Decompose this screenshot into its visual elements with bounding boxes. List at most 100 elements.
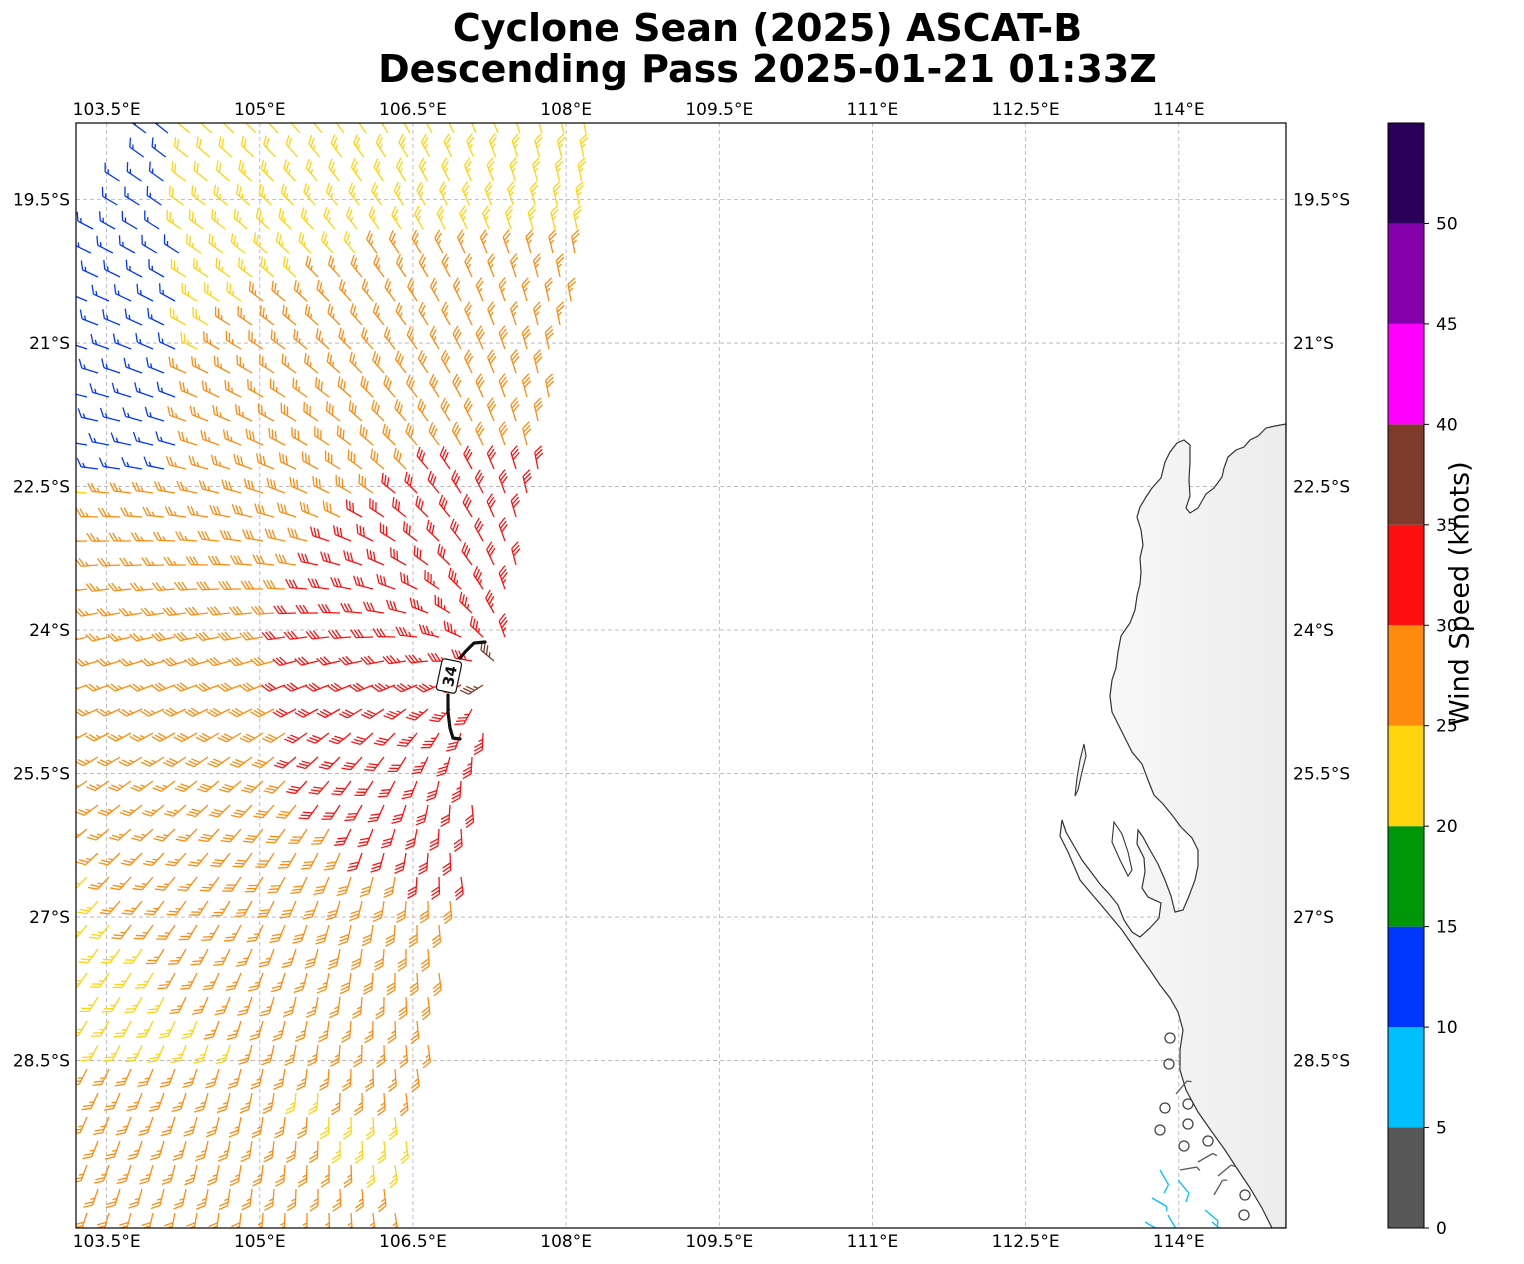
wind-barb [85, 732, 110, 742]
wind-barb [439, 181, 448, 206]
wind-barb [534, 133, 543, 158]
wind-barb [387, 1020, 397, 1044]
map-frame [75, 122, 1287, 1229]
wind-barb [216, 1092, 231, 1114]
land-western-australia [1059, 423, 1286, 1228]
wind-barb [432, 972, 442, 997]
wind-barb [351, 732, 374, 745]
wind-barb [87, 876, 110, 890]
wind-barb [327, 948, 341, 970]
wind-barb [169, 307, 187, 326]
wind-barb [404, 654, 429, 664]
wind-barb [350, 303, 363, 326]
wind-barb [402, 521, 418, 542]
wind-barb [407, 277, 418, 302]
wind-barb [291, 427, 308, 446]
wind-barb [321, 804, 341, 820]
wind-barb [480, 640, 495, 662]
wind-barb [486, 541, 496, 566]
wind-barb [293, 280, 308, 302]
wind-barb [295, 1020, 308, 1042]
wind-barb [99, 211, 116, 230]
wind-barb [190, 948, 209, 966]
wind-barb [297, 1116, 308, 1139]
wind-barb [376, 573, 396, 590]
wind-barb [118, 607, 143, 617]
wind-barb [334, 828, 352, 846]
wind-barb [475, 373, 485, 398]
wind-barb [320, 1164, 330, 1188]
wind-barb [484, 181, 493, 206]
wind-barb [387, 1068, 397, 1093]
wind-barb [132, 431, 154, 446]
wind-barb [355, 123, 367, 134]
colorbar-tick-label: 0 [1436, 1219, 1447, 1239]
wind-barb [96, 658, 121, 667]
wind-barb [375, 133, 387, 158]
wind-barb [330, 1044, 341, 1067]
wind-barb [408, 924, 418, 948]
wind-barb [328, 158, 340, 182]
wind-barb [373, 254, 385, 278]
wind-barb [179, 972, 198, 990]
colorbar-bin [1388, 625, 1424, 726]
wind-barb [361, 327, 374, 350]
wind-barb [260, 159, 274, 182]
lon-tick-label-top: 111°E [847, 100, 899, 120]
wind-barb [127, 1140, 143, 1161]
wind-barb [378, 123, 389, 134]
wind-barb [177, 430, 198, 446]
wind-barb [487, 349, 497, 374]
wind-barb [302, 900, 319, 920]
wind-barb [285, 578, 308, 590]
wind-barb [76, 557, 99, 567]
wind-barb [189, 405, 209, 422]
wind-barb [102, 309, 121, 326]
wind-barb [400, 123, 411, 134]
wind-barb [347, 449, 363, 470]
wind-barb [208, 233, 224, 254]
wind-barb [392, 496, 407, 518]
wind-barb [395, 254, 407, 278]
colorbar-bin [1388, 123, 1424, 224]
wind-barb [327, 629, 352, 639]
wind-barb [195, 1188, 209, 1210]
wind-barb [316, 708, 341, 719]
wind-barb [352, 996, 363, 1019]
wind-barb [208, 1212, 220, 1228]
wind-barb [341, 756, 363, 771]
wind-barb [310, 123, 323, 134]
wind-barb [214, 306, 231, 326]
wind-barb [418, 157, 428, 182]
wind-barb [257, 403, 275, 422]
wind-barb [109, 828, 132, 841]
wind-barb [297, 552, 319, 566]
wind-barb [404, 828, 418, 850]
wind-barb [146, 996, 165, 1014]
wind-barb [173, 732, 198, 743]
wind-barb [307, 1044, 319, 1067]
wind-barb [76, 804, 99, 816]
wind-barb [475, 421, 485, 446]
wind-barb [451, 780, 462, 804]
wind-barb [510, 445, 520, 470]
wind-barb [443, 620, 462, 638]
wind-barb [521, 373, 532, 398]
wind-barb [130, 532, 154, 542]
wind-barb [1177, 1179, 1190, 1203]
wind-barb [407, 876, 418, 899]
wind-barb [238, 160, 252, 182]
peninsula [1111, 820, 1133, 878]
wind-barb [230, 555, 253, 566]
lon-tick-label-bottom: 111°E [847, 1232, 899, 1252]
wind-barb [301, 451, 319, 470]
wind-barb [475, 325, 485, 350]
wind-barb [398, 996, 408, 1020]
wind-barb [273, 756, 297, 769]
wind-barb [125, 1044, 143, 1063]
wind-barb [239, 682, 264, 692]
wind-barb [90, 333, 110, 350]
wind-barb [317, 1020, 330, 1043]
lat-tick-label-right: 19.5°S [1293, 191, 1350, 211]
wind-barb [305, 158, 318, 182]
